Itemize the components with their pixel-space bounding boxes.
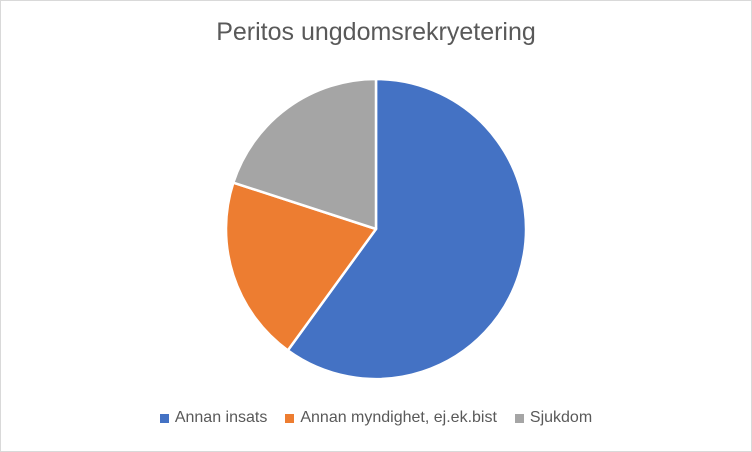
legend-item-annan-myndighet: Annan myndighet, ej.ek.bist bbox=[285, 409, 497, 427]
legend-swatch-annan-myndighet bbox=[285, 413, 295, 423]
legend-label-annan-insats: Annan insats bbox=[174, 409, 268, 426]
legend-item-annan-insats: Annan insats bbox=[159, 409, 268, 427]
pie-slice-sjukdom bbox=[232, 77, 378, 231]
pie-slices bbox=[224, 77, 528, 381]
legend-swatch-annan-insats bbox=[159, 413, 169, 423]
legend-label-sjukdom: Sjukdom bbox=[529, 409, 593, 426]
pie-slice-annan-insats bbox=[286, 77, 528, 381]
legend-swatch-sjukdom bbox=[514, 413, 524, 423]
pie-slice-annan-myndighet-ej-ek-bist bbox=[224, 181, 378, 352]
chart-title: Peritos ungdomsrekryetering bbox=[216, 18, 536, 46]
legend-label-annan-myndighet: Annan myndighet, ej.ek.bist bbox=[300, 409, 497, 426]
legend: Annan insats Annan myndighet, ej.ek.bist… bbox=[0, 409, 752, 427]
legend-item-sjukdom: Sjukdom bbox=[514, 409, 593, 427]
